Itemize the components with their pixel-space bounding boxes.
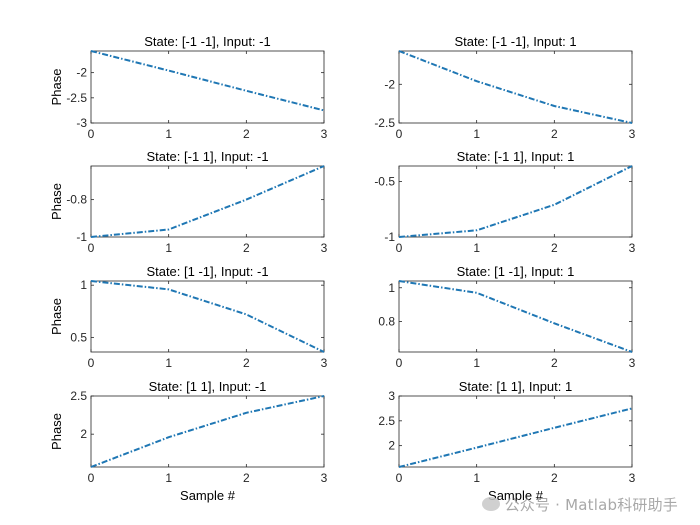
y-tick-label: -2 (76, 66, 87, 80)
series-line (90, 395, 325, 468)
watermark: 公众号 · Matlab科研助手 (481, 494, 678, 515)
subplot-1: State: [-1 -1], Input: -1 0 1 2 3 -3 -2.5 -2 Pha… (49, 34, 328, 141)
x-tick-label: 1 (165, 356, 172, 370)
y-tick-label: 1 (388, 281, 395, 295)
watermark-text: 公众号 · Matlab科研助手 (504, 496, 678, 514)
subplot-8: State: [1 1], Input: 1 0 1 2 3 2 2.5 3 Sample # (378, 379, 635, 503)
series-line (90, 165, 325, 238)
axes-box (90, 280, 325, 353)
series-line (398, 407, 633, 468)
y-tick-label: 2.5 (70, 389, 87, 403)
subplot-title: State: [1 -1], Input: -1 (146, 264, 268, 279)
axes-box (398, 395, 633, 468)
y-tick-label: 0.5 (70, 330, 87, 344)
series-line (398, 165, 633, 238)
x-tick-label: 1 (473, 127, 480, 141)
series-line (398, 280, 633, 353)
x-tick-label: 1 (473, 241, 480, 255)
y-tick-label: -0.5 (374, 175, 395, 189)
y-tick-label: -2 (384, 77, 395, 91)
subplot-title: State: [-1 1], Input: -1 (146, 149, 268, 164)
x-tick-label: 3 (629, 471, 636, 485)
x-tick-label: 1 (473, 356, 480, 370)
x-tick-label: 0 (88, 241, 95, 255)
axes-box (398, 280, 633, 353)
axes-box (398, 50, 633, 124)
x-tick-label: 2 (551, 471, 558, 485)
x-tick-label: 2 (551, 356, 558, 370)
y-axis-label: Phase (49, 69, 64, 106)
x-tick-label: 2 (243, 127, 250, 141)
subplot-2: State: [-1 -1], Input: 1 0 1 2 3 -2.5 -2 (374, 34, 635, 141)
subplot-7: State: [1 1], Input: -1 0 1 2 3 2 2.5 Phase Samp… (49, 379, 328, 503)
x-tick-label: 3 (629, 241, 636, 255)
subplot-title: State: [1 1], Input: -1 (149, 379, 267, 394)
x-tick-label: 0 (396, 127, 403, 141)
wechat-logo-icon (481, 497, 500, 511)
x-tick-label: 2 (551, 127, 558, 141)
x-tick-label: 1 (165, 127, 172, 141)
axes-box (90, 395, 325, 468)
y-axis-label: Phase (49, 413, 64, 450)
y-tick-label: -3 (76, 116, 87, 130)
subplot-title: State: [-1 1], Input: 1 (457, 149, 575, 164)
x-tick-label: 3 (629, 127, 636, 141)
axes-box (90, 50, 325, 124)
subplot-5: State: [1 -1], Input: -1 0 1 2 3 0.5 1 Phase (49, 264, 328, 370)
subplot-title: State: [-1 -1], Input: -1 (144, 34, 270, 49)
subplot-4: State: [-1 1], Input: 1 0 1 2 3 -1 -0.5 (374, 149, 635, 255)
y-axis-label: Phase (49, 183, 64, 220)
y-tick-label: 2.5 (378, 414, 395, 428)
x-tick-label: 2 (551, 241, 558, 255)
axes-box (90, 165, 325, 238)
x-tick-label: 3 (321, 471, 328, 485)
y-tick-label: -2.5 (374, 116, 395, 130)
subplot-6: State: [1 -1], Input: 1 0 1 2 3 0.8 1 (378, 264, 635, 370)
y-tick-label: 1 (80, 278, 87, 292)
x-tick-label: 3 (321, 356, 328, 370)
y-tick-label: -0.8 (66, 193, 87, 207)
y-axis-label: Phase (49, 298, 64, 335)
x-tick-label: 2 (243, 241, 250, 255)
x-tick-label: 0 (88, 127, 95, 141)
y-tick-label: -2.5 (66, 91, 87, 105)
subplot-title: State: [1 1], Input: 1 (459, 379, 572, 394)
axes-box (398, 165, 633, 238)
x-tick-label: 2 (243, 356, 250, 370)
x-tick-label: 0 (396, 356, 403, 370)
y-tick-label: 0.8 (378, 315, 395, 329)
x-tick-label: 0 (88, 471, 95, 485)
x-tick-label: 1 (165, 241, 172, 255)
x-axis-label: Sample # (180, 488, 236, 503)
x-tick-label: 2 (243, 471, 250, 485)
subplot-title: State: [-1 -1], Input: 1 (454, 34, 576, 49)
x-tick-label: 1 (473, 471, 480, 485)
x-tick-label: 0 (396, 241, 403, 255)
x-tick-label: 3 (321, 127, 328, 141)
y-tick-label: 3 (388, 389, 395, 403)
x-tick-label: 3 (321, 241, 328, 255)
subplot-title: State: [1 -1], Input: 1 (457, 264, 575, 279)
x-tick-label: 0 (88, 356, 95, 370)
y-tick-label: -1 (76, 230, 87, 244)
y-tick-label: 2 (388, 439, 395, 453)
x-tick-label: 3 (629, 356, 636, 370)
y-tick-label: -1 (384, 230, 395, 244)
y-tick-label: 2 (80, 427, 87, 441)
series-line (90, 50, 325, 112)
series-line (398, 50, 633, 124)
x-tick-label: 0 (396, 471, 403, 485)
series-line (90, 280, 325, 353)
x-axis-label: Sample # (488, 488, 544, 503)
x-tick-label: 1 (165, 471, 172, 485)
